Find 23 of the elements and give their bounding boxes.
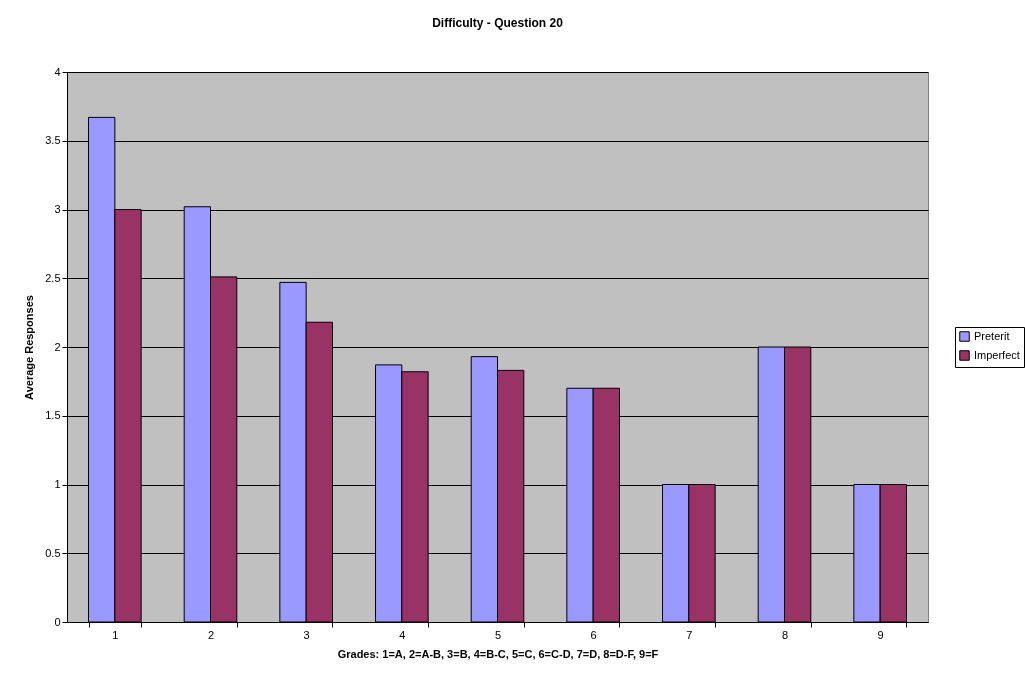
x-tick-label: 5 [494, 628, 502, 641]
x-tick-label: 1 [112, 628, 119, 641]
y-tick-label: 2.5 [45, 271, 61, 284]
y-tick-label: 4 [54, 65, 61, 78]
x-tick-label: 7 [686, 628, 693, 641]
x-tick-label: 2 [207, 628, 215, 641]
x-tick-label: 9 [877, 628, 884, 641]
y-tick-label: 2 [54, 340, 61, 353]
y-tick-label: 0 [54, 615, 61, 628]
y-tick-label: 3.5 [45, 134, 61, 147]
legend-label: Preterit [974, 329, 1010, 342]
y-tick-label: 3 [54, 203, 61, 215]
chart-title: Difficulty - Question 20 [432, 16, 564, 30]
y-tick-label: 1 [54, 478, 61, 490]
x-tick-label: 6 [590, 628, 597, 641]
y-axis-title: Average Responses [23, 295, 36, 400]
x-axis-title: Grades: 1=A, 2=A-B, 3=B, 4=B-C, 5=C, 6=C-D, 7=D, 8=D-F, 9=F [337, 647, 659, 660]
y-tick-label: 1.5 [45, 409, 61, 422]
x-tick-label: 3 [303, 628, 310, 641]
legend-label: Imperfect [974, 348, 1020, 361]
x-tick-label: 8 [781, 628, 789, 641]
y-tick-label: 0.5 [45, 546, 61, 559]
x-tick-label: 4 [399, 628, 406, 641]
